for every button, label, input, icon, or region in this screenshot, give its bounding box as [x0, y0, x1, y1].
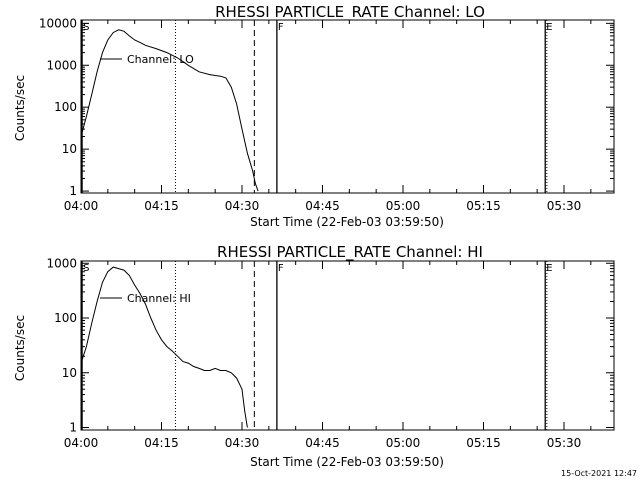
lo-chart-title: RHESSI PARTICLE_RATE Channel: LO [215, 3, 485, 22]
hi-x-tick-label: 04:30 [225, 436, 260, 450]
hi-legend-label: Channel: HI [127, 292, 191, 305]
lo-y-tick-label: 10000 [39, 16, 77, 30]
hi-x-axis-label: Start Time (22-Feb-03 03:59:50) [250, 455, 444, 469]
lo-y-tick-label: 1000 [46, 58, 77, 72]
lo-y-tick-label: 10 [62, 142, 77, 156]
lo-y-axis-label-group: Counts/sec [13, 75, 27, 141]
hi-y-axis-label: Counts/sec [13, 315, 27, 381]
hi-marker-label-f: F [278, 263, 284, 274]
hi-x-tick-label: 04:15 [144, 436, 179, 450]
lo-plot-area: 1 10 100 1000 10000 04:00 04:15 04:30 04:45 05:00… [39, 16, 615, 213]
lo-x-tick-label: 05:00 [386, 199, 421, 213]
footer-timestamp: 15-Oct-2021 12:47 [561, 469, 637, 478]
lo-channel-panel: RHESSI PARTICLE_RATE Channel: LO Counts/… [13, 3, 615, 229]
lo-x-tick-label: 04:45 [305, 199, 340, 213]
lo-x-tick-label: 04:30 [225, 199, 260, 213]
hi-axes-frame [80, 260, 615, 431]
hi-x-tick-label: 04:00 [64, 436, 99, 450]
lo-x-axis-label: Start Time (22-Feb-03 03:59:50) [250, 215, 444, 229]
lo-axes-frame [80, 19, 615, 194]
hi-y-axis-label-group: Counts/sec [13, 315, 27, 381]
lo-marker-label-s: S [83, 22, 89, 33]
lo-marker-label-e: E [546, 22, 552, 33]
hi-y-tick-label: 1 [69, 420, 77, 434]
hi-x-tick-label: 05:15 [466, 436, 501, 450]
hi-y-tick-label: 1000 [46, 256, 77, 270]
lo-y-tick-label: 1 [69, 184, 77, 198]
hi-x-tick-label: 05:00 [386, 436, 421, 450]
hi-channel-panel: RHESSI PARTICLE_RATE Channel: HI Counts/… [13, 243, 615, 469]
hi-y-tick-label: 100 [54, 311, 77, 325]
lo-marker-label-f: F [278, 22, 284, 33]
lo-x-tick-label: 04:15 [144, 199, 179, 213]
hi-plot-area: 1 10 100 1000 04:00 04:15 04:30 04:45 05:00 05:15… [46, 256, 615, 450]
lo-series-line [80, 29, 259, 192]
hi-marker-label-s: S [83, 263, 89, 274]
hi-x-tick-label: 04:45 [305, 436, 340, 450]
lo-x-tick-label: 05:15 [466, 199, 501, 213]
hi-chart-title: RHESSI PARTICLE_RATE Channel: HI [217, 243, 483, 262]
lo-x-tick-label: 05:30 [547, 199, 582, 213]
lo-y-tick-label: 100 [54, 100, 77, 114]
lo-y-axis-label: Counts/sec [13, 75, 27, 141]
hi-y-tick-label: 10 [62, 366, 77, 380]
hi-x-tick-label: 05:30 [547, 436, 582, 450]
hi-marker-label-e: E [546, 263, 552, 274]
lo-legend-label: Channel: LO [127, 53, 194, 66]
hi-series-line [80, 266, 248, 428]
lo-x-tick-label: 04:00 [64, 199, 99, 213]
